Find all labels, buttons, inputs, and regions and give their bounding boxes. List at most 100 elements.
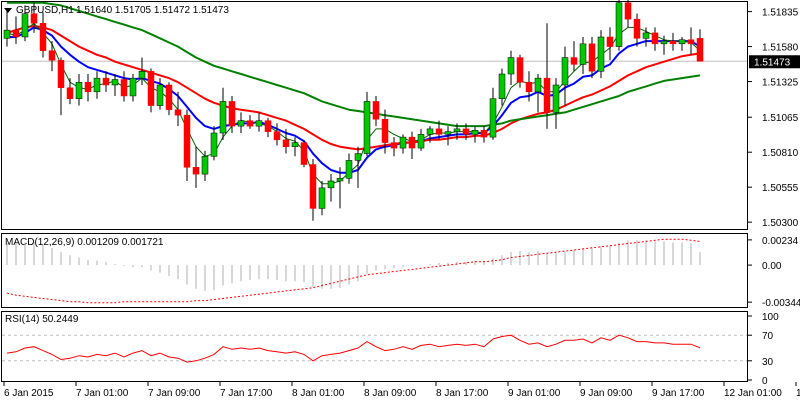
bullish-candle [21,13,29,38]
price-tick-label: 1.51065 [762,113,799,124]
bullish-candle [345,160,353,179]
symbol-header: GBPUSD,H1 1.51640 1.51705 1.51472 1.5147… [4,5,229,16]
bullish-candle [426,128,434,135]
bearish-candle [570,57,578,65]
bearish-candle [120,79,128,97]
bullish-candle [255,120,263,127]
bearish-candle [588,43,596,72]
bullish-candle [363,101,371,154]
bearish-candle [147,71,155,106]
bullish-candle [237,120,245,127]
bullish-candle [507,57,515,75]
bullish-candle [327,180,335,189]
bullish-candle [552,84,560,113]
bullish-candle [444,131,452,135]
bearish-candle [606,36,614,47]
price-tick-label: 1.51325 [762,78,799,89]
bearish-candle [651,32,659,45]
collapse-triangle-icon[interactable] [4,8,12,13]
macd-tick-label: 0.00234 [762,236,799,247]
bearish-candle [300,142,308,165]
macd-tick-label: -0.00344 [762,298,800,309]
bullish-candle [489,98,497,138]
symbol-label: GBPUSD,H1 [16,5,74,16]
bearish-candle [48,50,56,61]
rsi-tick-label: 0 [762,376,768,387]
bearish-candle [633,18,641,39]
bullish-candle [291,142,299,147]
bearish-candle [102,77,110,86]
price-pane[interactable]: 1.51835 1.51580 1.51325 1.51065 1.50810 1.505… [1,0,800,230]
bearish-candle [57,60,65,88]
bearish-candle [543,77,551,113]
price-tick-label: 1.51835 [762,8,799,19]
bullish-candle [534,77,542,93]
bullish-candle [498,73,506,99]
bearish-candle [372,101,380,120]
rsi-tick-label: 30 [762,357,774,368]
time-tick-label: 9 Jan 09:00 [580,388,633,399]
time-tick-label: 8 Jan 09:00 [364,388,417,399]
bearish-candle [480,129,488,138]
bearish-candle [408,136,416,149]
current-price-label: 1.51473 [754,57,791,68]
bearish-candle [624,2,632,20]
bullish-candle [156,84,164,106]
bearish-candle [264,120,272,132]
bullish-candle [93,77,101,93]
bearish-candle [30,13,38,24]
time-tick-label: 12 Jan 09:00 [796,388,800,399]
price-tick-label: 1.50810 [762,148,799,159]
time-tick-label: 9 Jan 17:00 [652,388,705,399]
bullish-candle [138,71,146,79]
bearish-candle [174,109,182,116]
bullish-candle [219,101,227,134]
bearish-candle [66,87,74,99]
time-tick-label: 7 Jan 01:00 [76,388,129,399]
time-tick-label: 7 Jan 09:00 [148,388,201,399]
bearish-candle [273,131,281,141]
bearish-candle [462,128,470,135]
time-axis: 6 Jan 2015 7 Jan 01:00 7 Jan 09:00 7 Jan 17… [3,382,800,399]
bullish-candle [129,77,137,97]
bullish-candle [678,39,686,45]
bullish-candle [399,136,407,149]
bearish-candle [12,29,20,38]
bullish-candle [210,132,218,157]
bullish-candle [561,57,569,86]
time-tick-label: 8 Jan 01:00 [292,388,345,399]
bearish-candle [381,119,389,143]
rsi-pane[interactable]: RSI(14) 50.2449 100 70 30 0 [1,311,780,388]
bullish-candle [75,81,83,99]
bullish-candle [354,153,362,161]
bullish-candle [660,40,668,45]
macd-signal-line [6,238,701,304]
bearish-candle [435,128,443,135]
bullish-candle [417,134,425,149]
bearish-candle [696,38,704,62]
moving-average-line-3 [7,1,701,128]
bearish-candle [687,39,695,45]
bearish-candle [183,114,191,168]
ohlc-readout: 1.51640 1.51705 1.51472 1.51473 [76,5,229,16]
bearish-candle [39,23,47,51]
bearish-candle [165,84,173,110]
current-price-tag [749,55,800,69]
bullish-candle [579,43,587,65]
bearish-candle [84,81,92,93]
time-tick-label: 9 Jan 01:00 [508,388,561,399]
macd-pane[interactable]: MACD(12,26,9) 0.001209 0.001721 0.00234 0… [1,233,800,310]
rsi-tick-label: 100 [762,312,779,323]
bearish-candle [228,101,236,127]
price-tick-label: 1.50300 [762,218,799,229]
macd-tick-label: 0.00 [762,261,782,272]
bullish-candle [615,2,623,47]
rsi-line [6,334,701,363]
bullish-candle [111,79,119,86]
time-tick-label: 8 Jan 17:00 [436,388,489,399]
bearish-candle [516,57,524,83]
rsi-label: RSI(14) 50.2449 [5,314,79,325]
moving-average-line-2 [6,25,701,151]
bullish-candle [3,29,11,39]
